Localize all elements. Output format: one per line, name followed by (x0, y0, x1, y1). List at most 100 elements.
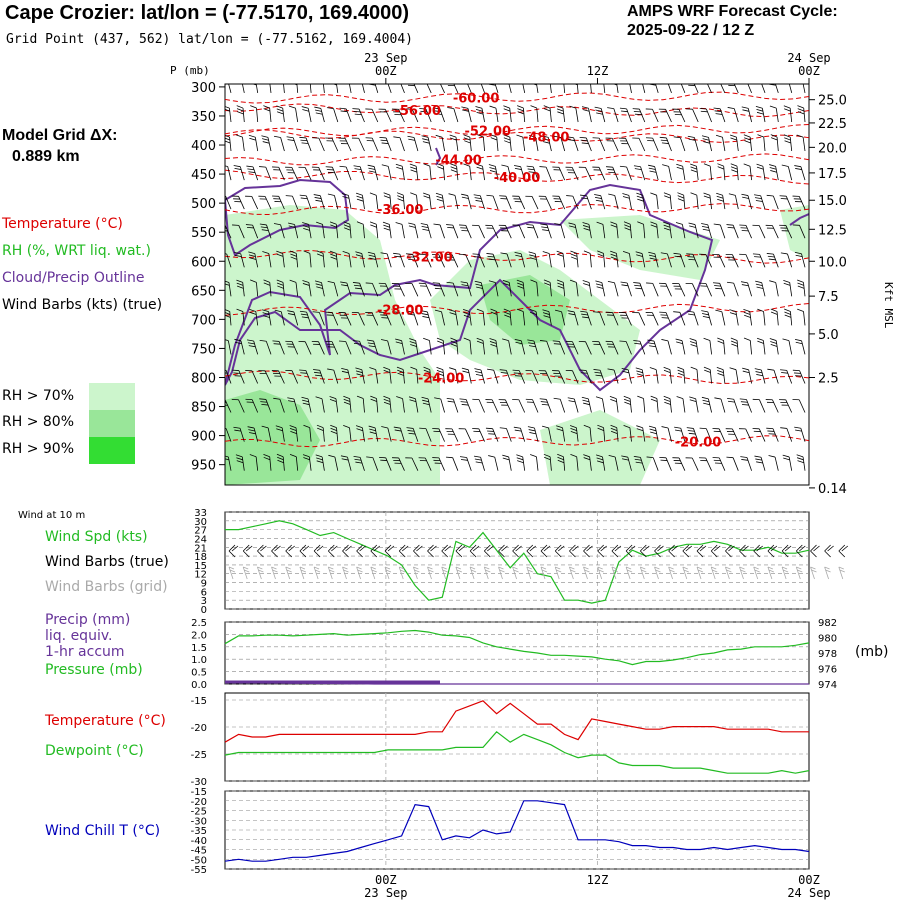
wind-barb (623, 395, 632, 413)
wind-barb (623, 425, 632, 442)
wind-barb (276, 250, 285, 268)
wind-barb (729, 134, 739, 152)
wind-barb (514, 251, 526, 268)
wind-barb (393, 136, 405, 152)
grid-wind-barb (512, 566, 519, 580)
wind-barb (289, 250, 299, 268)
wind-barb (287, 222, 299, 239)
wind-barb (313, 369, 325, 384)
wind-barb (339, 107, 352, 123)
surface-wind-barb (554, 544, 565, 558)
wind-barb (226, 84, 232, 94)
wind-barb (299, 369, 312, 384)
wind-speed-tick: 18 (194, 552, 207, 563)
wind-barb (476, 134, 485, 152)
wind-barb (552, 370, 566, 384)
wind-barb (525, 195, 539, 210)
wind-barb (446, 224, 459, 239)
top-axis-time: 00Z (375, 64, 397, 78)
wind-barb (628, 84, 632, 93)
wind-barb (662, 164, 672, 181)
wind-barb (329, 221, 339, 239)
wind-barb (409, 163, 419, 181)
wind-barb (225, 195, 232, 210)
grid-wind-barb (257, 566, 264, 580)
wind-barb (298, 341, 312, 355)
wind-barb (712, 428, 726, 442)
wind-barb (539, 340, 552, 355)
wind-barb (716, 367, 726, 384)
wind-barb (499, 427, 512, 442)
legend-cloud: Cloud/Precip Outline (2, 270, 145, 286)
surface-panels: 333027242118151296302.52.01.51.00.50.098… (191, 508, 849, 876)
wind-barb (420, 223, 432, 239)
pressure-tick: 982 (818, 618, 837, 629)
wind-barb (501, 164, 512, 181)
pressure-tick-label: 800 (191, 371, 216, 386)
wind-barb (285, 340, 299, 355)
wind-barb (340, 455, 352, 471)
wind-barb (517, 105, 526, 123)
forecast-cycle-label: AMPS WRF Forecast Cycle: (627, 3, 838, 20)
top-axis-time: 00Z (798, 64, 820, 78)
wind-barb (659, 136, 672, 152)
wind-barb (726, 281, 739, 297)
wind-chill-tick: -45 (191, 846, 207, 857)
wind-barb (565, 166, 579, 181)
surface-wind-barb (356, 544, 366, 558)
wind-barb (780, 252, 793, 268)
isotherm-label: -20.00 (675, 435, 722, 450)
wind-barb (312, 137, 325, 152)
wind-barb (688, 84, 699, 94)
wind-speed-tick: 12 (194, 570, 207, 581)
wind-barb (595, 454, 606, 471)
wind-barb (690, 366, 699, 384)
grid-wind-barb (569, 566, 576, 580)
wind-barb-layer (225, 84, 806, 471)
wind-barb (486, 253, 499, 268)
pressure-tick: 978 (818, 649, 837, 660)
wind-barb (419, 427, 432, 442)
wind-barb (234, 252, 245, 268)
wind-barb (315, 454, 325, 471)
wind-barb (395, 222, 405, 239)
wind-barb (303, 250, 312, 268)
isotherm-line (225, 103, 809, 118)
wind-barb (473, 194, 485, 210)
wind-barb (330, 424, 339, 442)
kft-tick-label: 2.5 (818, 371, 839, 386)
wind-barb (566, 136, 579, 152)
wind-barb (637, 395, 646, 413)
wind-barb (703, 366, 712, 384)
wind-barb (367, 164, 379, 181)
surface-wind-barb (498, 544, 508, 558)
grid-wind-barb (654, 566, 661, 580)
pressure-tick-label: 600 (191, 255, 216, 270)
wind-barb (765, 399, 779, 413)
wind-barb (783, 279, 793, 297)
wind-barb (378, 108, 392, 123)
pressure-tick: 976 (818, 665, 837, 676)
wind-barb (263, 453, 272, 471)
grid-wind-barb (342, 566, 349, 580)
grid-wind-barb (710, 566, 718, 580)
isotherm-line (225, 91, 809, 104)
wind-barb (676, 396, 686, 413)
wind-barb (488, 455, 499, 471)
wind-barb (315, 396, 325, 413)
wind-barb (232, 369, 245, 384)
wind-barb (666, 84, 672, 94)
wind-barb (543, 105, 552, 123)
wind-barb (286, 136, 299, 152)
wind-chill-tick: -50 (191, 855, 207, 866)
wind-barb (499, 369, 512, 384)
wind-barb (282, 84, 285, 93)
wind-barb (339, 165, 352, 181)
wind-barb (725, 428, 739, 442)
grid-wind-barb (313, 566, 321, 580)
wind-barb (276, 105, 285, 123)
wind-barb (632, 312, 646, 326)
legend-wind-chill: Wind Chill T (°C) (45, 823, 161, 839)
wind-barb (686, 253, 699, 268)
wind-barb (797, 279, 806, 297)
